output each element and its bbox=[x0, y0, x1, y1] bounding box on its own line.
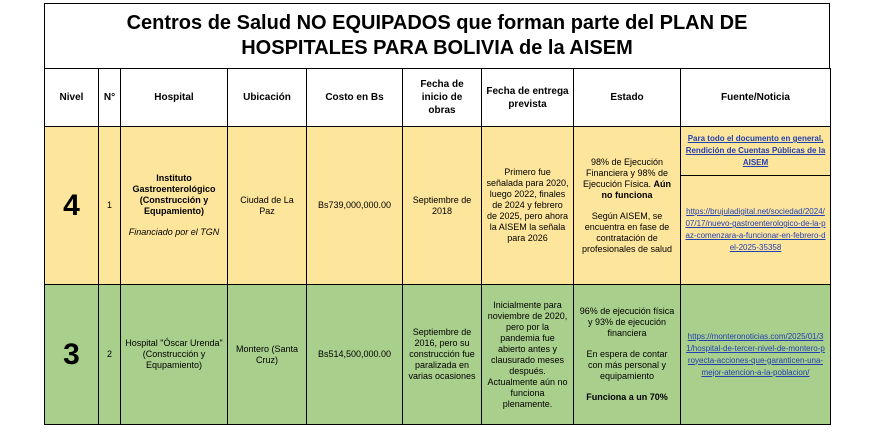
document-sheet: Centros de Salud NO EQUIPADOS que forman… bbox=[44, 3, 831, 425]
header-ubicacion: Ubicación bbox=[227, 68, 307, 127]
estado-status: Funciona a un 70% bbox=[586, 392, 668, 402]
hospital-funding-note: Financiado por el TGN bbox=[128, 227, 220, 237]
cell-fuente: Para todo el documento en general, Rendi… bbox=[680, 126, 831, 285]
fuente-link-news[interactable]: https://monteronoticias.com/2025/01/31/h… bbox=[686, 331, 825, 377]
cell-ubicacion: Montero (Santa Cruz) bbox=[227, 284, 307, 425]
document-title: Centros de Salud NO EQUIPADOS que forman… bbox=[44, 3, 830, 69]
header-fuente: Fuente/Noticia bbox=[680, 68, 831, 127]
cell-fuente: https://monteronoticias.com/2025/01/31/h… bbox=[680, 284, 831, 425]
cell-hospital: Hospital "Óscar Urenda" (Construcción y … bbox=[120, 284, 228, 425]
cell-nivel: 3 bbox=[44, 284, 99, 425]
cell-fecha-inicio: Septiembre de 2018 bbox=[402, 126, 482, 285]
cell-nivel: 4 bbox=[44, 126, 99, 285]
header-hospital: Hospital bbox=[120, 68, 228, 127]
title-line-2: HOSPITALES PARA BOLIVIA de la AISEM bbox=[241, 37, 633, 59]
cell-fecha-inicio: Septiembre de 2016, pero su construcción… bbox=[402, 284, 482, 425]
estado-ejecucion: 98% de Ejecución Financiera y 98% de Eje… bbox=[582, 156, 669, 189]
hospital-name: Instituto Gastroenterológico (Construcci… bbox=[132, 173, 216, 216]
table-row: 4 1 Instituto Gastroenterológico (Constr… bbox=[44, 126, 831, 285]
estado-ejecucion: 96% de ejecución física y 93% de ejecuci… bbox=[579, 306, 675, 338]
cell-estado: 96% de ejecución física y 93% de ejecuci… bbox=[573, 284, 681, 425]
cell-ubicacion: Ciudad de La Paz bbox=[227, 126, 307, 285]
header-fecha-entrega: Fecha de entrega prevista bbox=[481, 68, 574, 127]
cell-fecha-entrega: Inicialmente para noviembre de 2020, per… bbox=[481, 284, 574, 425]
fuente-link-general[interactable]: Para todo el documento en general, Rendi… bbox=[685, 134, 826, 167]
header-row: Nivel N° Hospital Ubicación Costo en Bs … bbox=[44, 68, 831, 127]
header-nivel: Nivel bbox=[44, 68, 99, 127]
header-estado: Estado bbox=[573, 68, 681, 127]
cell-numero: 1 bbox=[98, 126, 121, 285]
cell-costo: Bs514,500,000.00 bbox=[306, 284, 403, 425]
title-line-1: Centros de Salud NO EQUIPADOS que forman… bbox=[126, 12, 748, 34]
cell-numero: 2 bbox=[98, 284, 121, 425]
cell-fecha-entrega: Primero fue señalada para 2020, luego 20… bbox=[481, 126, 574, 285]
header-fecha-inicio: Fecha de inicio de obras bbox=[402, 68, 482, 127]
cell-estado: 98% de Ejecución Financiera y 98% de Eje… bbox=[573, 126, 681, 285]
header-costo: Costo en Bs bbox=[306, 68, 403, 127]
estado-detalle: En espera de contar con más personal y e… bbox=[586, 349, 668, 381]
cell-hospital: Instituto Gastroenterológico (Construcci… bbox=[120, 126, 228, 285]
estado-status: Aún no funciona bbox=[601, 178, 672, 200]
table-row: 3 2 Hospital "Óscar Urenda" (Construcció… bbox=[44, 284, 831, 425]
hospitals-table: Nivel N° Hospital Ubicación Costo en Bs … bbox=[44, 68, 831, 425]
header-numero: N° bbox=[98, 68, 121, 127]
cell-costo: Bs739,000,000.00 bbox=[306, 126, 403, 285]
fuente-link-news[interactable]: https://brujuladigital.net/sociedad/2024… bbox=[685, 207, 826, 252]
estado-detalle: Según AISEM, se encuentra en fase de con… bbox=[581, 210, 673, 254]
